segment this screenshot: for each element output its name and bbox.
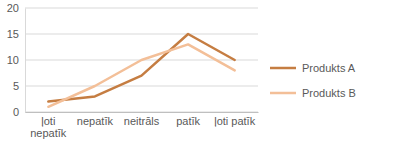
x-tick-label-line: ļoti [41,115,55,127]
x-tick-label: ļoti patīk [214,115,255,127]
x-tick-label: neitrāls [124,115,160,127]
grid-line [25,86,258,87]
legend: Produkts A Produkts B [270,62,356,99]
x-tick: ļotinepatīk [30,112,67,139]
y-tick: 5 [13,80,25,92]
y-tick: 10 [7,54,25,66]
legend-label: Produkts A [302,62,356,74]
y-tick-label: 20 [7,2,19,14]
series-line [48,34,234,102]
x-tick: neitrāls [124,112,160,127]
y-tick-label: 5 [13,80,19,92]
x-tick-label: patīk [176,115,200,127]
legend-label: Produkts B [302,87,356,99]
grid [25,8,258,112]
x-axis-line [26,112,259,113]
lines [48,34,234,107]
plot: 05101520ļotinepatīknepatīkneitrālspatīkļ… [7,2,259,139]
y-tick: 0 [13,106,25,118]
grid-line [25,8,258,9]
y-tick: 20 [7,2,25,14]
x-tick: ļoti patīk [214,112,255,127]
x-tick: nepatīk [77,112,114,127]
y-tick-label: 15 [7,28,19,40]
chart: 05101520ļotinepatīknepatīkneitrālspatīkļ… [0,0,400,160]
y-axis-line [25,9,26,113]
x-tick-label-line: nepatīk [30,127,67,139]
y-tick-label: 0 [13,106,19,118]
y-axis: 0 5 10 15 20 [7,2,26,118]
series-line [48,44,234,106]
legend-swatch [270,92,296,95]
x-tick-label: nepatīk [77,115,114,127]
x-axis: ļotinepatīknepatīkneitrālspatīkļoti patī… [26,112,259,139]
x-tick: patīk [176,112,200,127]
y-tick-label: 10 [7,54,19,66]
x-tick-label: ļotinepatīk [30,115,67,139]
grid-line [25,34,258,35]
grid-line [25,112,258,113]
y-tick: 15 [7,28,25,40]
legend-swatch [270,67,296,70]
